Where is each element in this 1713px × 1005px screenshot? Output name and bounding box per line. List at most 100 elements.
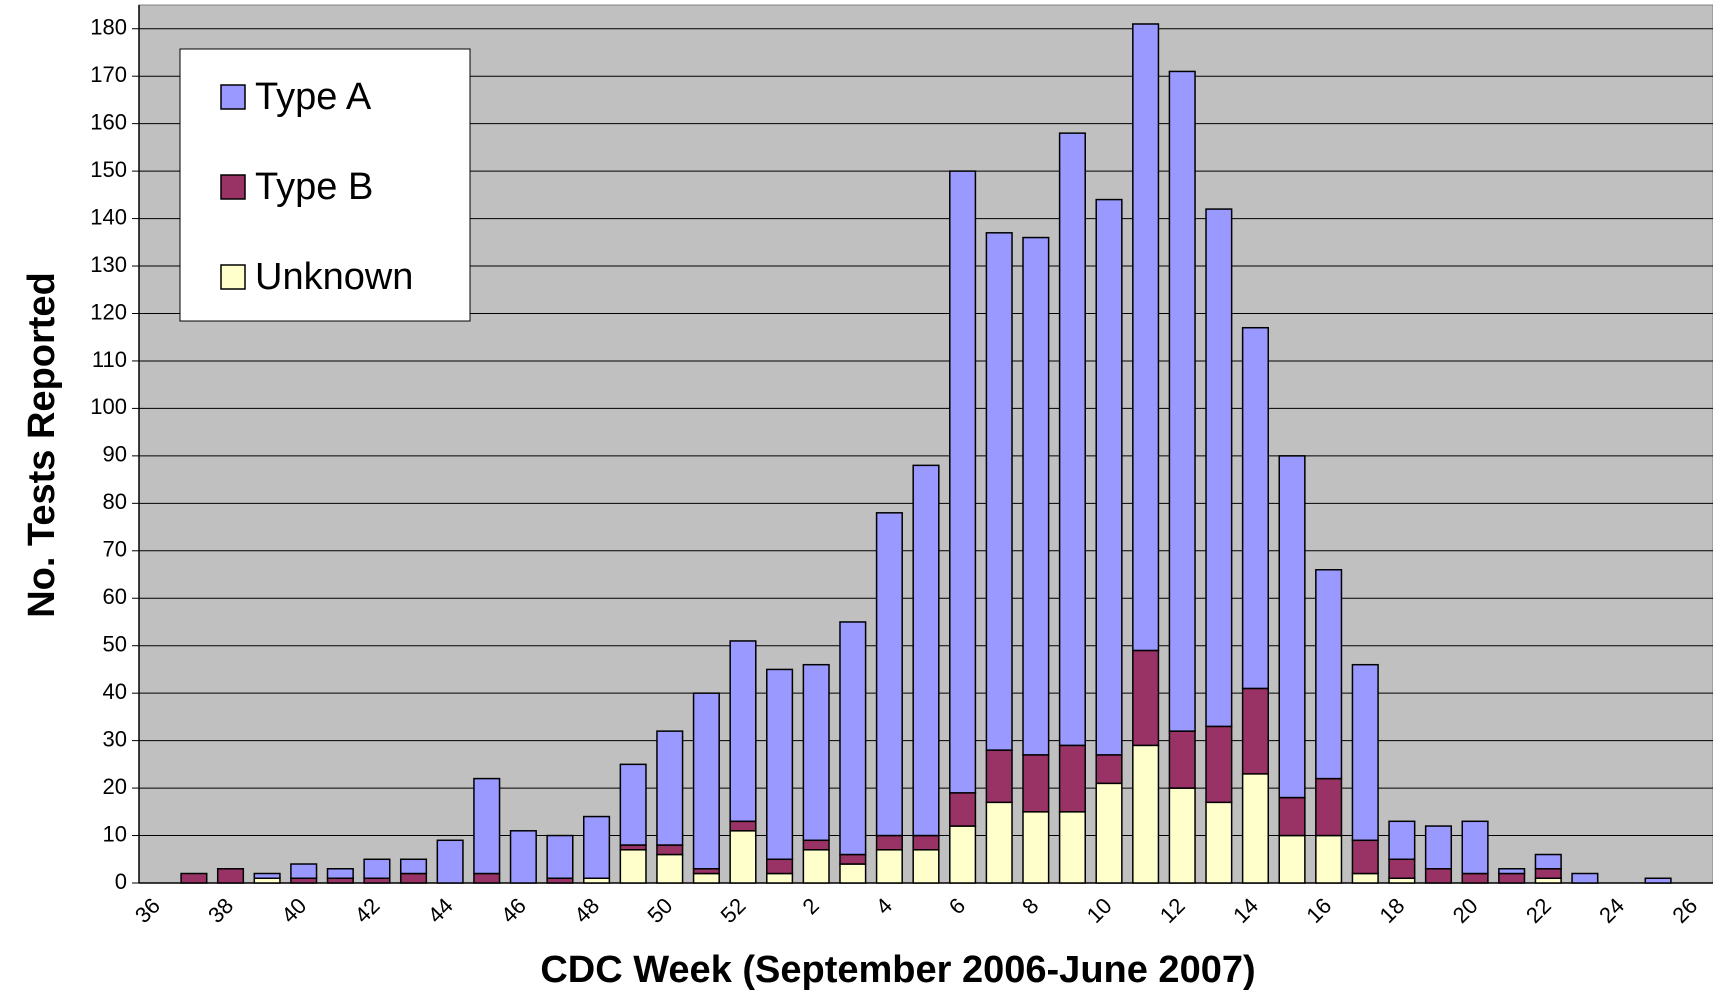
y-tick-label: 70	[103, 537, 127, 562]
x-tick-label: 2	[797, 893, 823, 919]
legend-swatch	[220, 174, 246, 200]
bar-segment	[802, 663, 830, 842]
bar-segment	[912, 834, 940, 851]
x-tick-label: 16	[1301, 893, 1336, 928]
bar-segment	[290, 863, 318, 880]
bar-segment	[1132, 744, 1160, 884]
bar-segment	[1095, 782, 1123, 884]
bar-segment	[1058, 744, 1086, 813]
bar-segment	[766, 858, 794, 875]
bar-segment	[1315, 777, 1343, 837]
bar-segment	[1534, 853, 1562, 870]
legend-label: Type B	[255, 166, 373, 208]
bar-segment	[1058, 811, 1086, 884]
bar-segment	[546, 834, 574, 880]
y-tick-label: 160	[90, 109, 127, 134]
bar-segment	[436, 839, 464, 884]
bar-segment	[363, 858, 391, 880]
bar-segment	[1205, 801, 1233, 884]
bar-segment	[875, 849, 903, 884]
bar-segment	[399, 872, 428, 884]
x-tick-label: 36	[130, 893, 165, 928]
bar-segment	[619, 763, 647, 846]
bar-segment	[912, 849, 940, 884]
y-axis-title: No. Tests Reported	[21, 272, 63, 618]
y-tick-label: 100	[90, 394, 127, 419]
bar-segment	[582, 815, 611, 880]
bar-segment	[656, 730, 684, 846]
y-tick-label: 180	[90, 15, 127, 40]
x-axis-title: CDC Week (September 2006-June 2007)	[540, 949, 1255, 991]
y-tick-label: 170	[90, 62, 127, 87]
bar-segment	[326, 868, 354, 880]
bar-segment	[1168, 787, 1196, 884]
bar-segment	[985, 801, 1013, 884]
y-tick-label: 120	[90, 299, 127, 324]
bar-segment	[802, 849, 830, 884]
x-tick-label: 10	[1082, 893, 1117, 928]
bar-segment	[949, 825, 977, 884]
x-tick-label: 18	[1375, 893, 1410, 928]
legend-swatch	[220, 84, 246, 110]
bar-segment	[656, 853, 684, 884]
bar-segment	[1424, 868, 1453, 884]
x-tick-label: 12	[1155, 893, 1190, 928]
bar-segment	[656, 844, 684, 856]
y-tick-label: 150	[90, 157, 127, 182]
bar-segment	[875, 512, 903, 837]
bar-segment	[766, 668, 794, 861]
bar-segment	[1241, 687, 1270, 775]
bar-segment	[949, 792, 977, 827]
bar-segment	[1022, 236, 1050, 756]
x-tick-label: 52	[716, 893, 751, 928]
bar-segment	[473, 777, 501, 875]
y-tick-label: 50	[103, 632, 127, 657]
y-tick-label: 10	[103, 821, 127, 846]
bar-segment	[985, 749, 1013, 804]
legend-label: Unknown	[255, 256, 413, 298]
bar-segment	[729, 830, 757, 884]
bar-segment	[473, 872, 501, 884]
x-tick-label: 50	[642, 893, 677, 928]
x-tick-label: 20	[1448, 893, 1483, 928]
bar-segment	[1168, 70, 1196, 732]
bar-segment	[1022, 811, 1050, 884]
bar-segment	[1461, 872, 1489, 884]
legend-label: Type A	[255, 76, 372, 118]
bar-segment	[729, 820, 757, 832]
bar-segment	[692, 692, 720, 870]
bar-segment	[1461, 820, 1489, 875]
y-tick-label: 20	[103, 774, 127, 799]
bar-segment	[692, 872, 720, 884]
bar-segment	[1644, 877, 1672, 884]
bar-segment	[839, 863, 867, 884]
bar-segment	[839, 621, 867, 856]
bar-segment	[1388, 820, 1416, 861]
bar-segment	[985, 232, 1013, 751]
bar-segment	[949, 170, 977, 794]
x-tick-label: 24	[1594, 893, 1629, 928]
bar-segment	[1498, 868, 1526, 875]
bar-segment	[1241, 773, 1270, 884]
x-tick-label: 46	[496, 893, 531, 928]
bar-segment	[1424, 825, 1453, 870]
bar-segment	[1388, 858, 1416, 880]
bar-segment	[1095, 198, 1123, 756]
x-tick-label: 42	[350, 893, 385, 928]
legend-swatch	[220, 264, 246, 290]
bar-segment	[216, 868, 245, 884]
bar-segment	[1241, 326, 1270, 690]
x-tick-label: 48	[569, 893, 604, 928]
y-tick-label: 30	[103, 726, 127, 751]
y-tick-label: 140	[90, 204, 127, 229]
bar-segment	[1315, 569, 1343, 780]
x-tick-label: 38	[203, 893, 238, 928]
x-tick-label: 14	[1228, 893, 1263, 928]
bar-segment	[1278, 834, 1306, 884]
bar-segment	[802, 839, 830, 851]
bar-segment	[509, 830, 537, 884]
x-tick-label: 22	[1521, 893, 1556, 928]
x-tick-label: 40	[276, 893, 311, 928]
y-tick-label: 130	[90, 252, 127, 277]
